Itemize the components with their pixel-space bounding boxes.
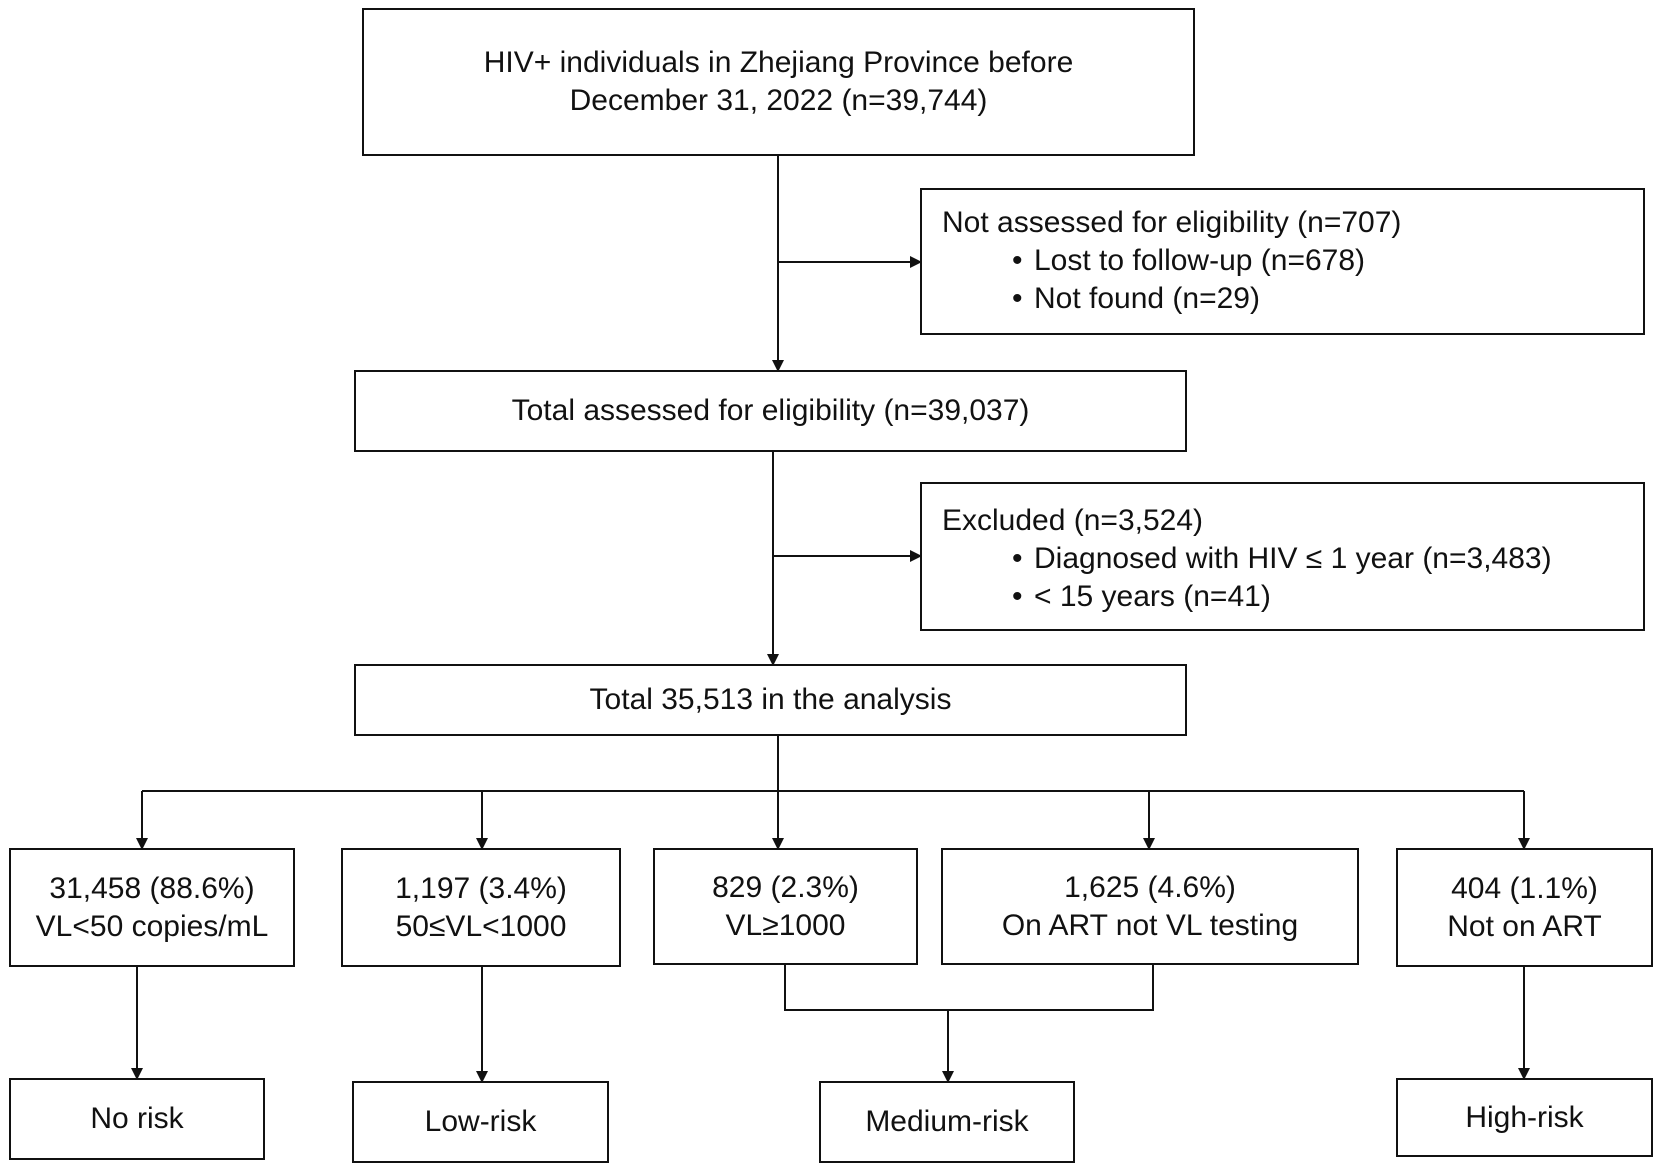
not-assessed-box: Not assessed for eligibility (n=707) • Lo… — [920, 188, 1645, 335]
analysis-text: Total 35,513 in the analysis — [589, 683, 952, 716]
medium-merge — [784, 965, 1154, 1011]
bullet-icon: • — [1012, 282, 1023, 315]
outcome-high-risk: High-risk — [1396, 1078, 1653, 1157]
population-box: HIV+ individuals in Zhejiang Province be… — [362, 8, 1195, 156]
outcome-label: High-risk — [1465, 1100, 1584, 1134]
group-label: On ART not VL testing — [1001, 908, 1299, 942]
not-assessed-list: • Lost to follow-up (n=678) • Not found (n… — [942, 242, 1623, 318]
outcome-low-risk: Low-risk — [352, 1081, 609, 1163]
group-box-vl-over-1000: 829 (2.3%) VL≥1000 — [653, 848, 918, 965]
group-box-vl-50-1000: 1,197 (3.4%) 50≤VL<1000 — [341, 848, 621, 967]
group-label: VL≥1000 — [725, 908, 846, 942]
analysis-box: Total 35,513 in the analysis — [354, 664, 1187, 736]
population-line2: December 31, 2022 (n=39,744) — [569, 84, 988, 117]
outcome-label: Low-risk — [424, 1105, 537, 1138]
bullet-icon: • — [1012, 580, 1023, 613]
group-label: Not on ART — [1447, 909, 1602, 943]
outcome-no-risk: No risk — [9, 1078, 265, 1160]
excluded-box: Excluded (n=3,524) • Diagnosed with HIV ≤… — [920, 482, 1645, 631]
group-box-vl-under-50: 31,458 (88.6%) VL<50 copies/mL — [9, 848, 295, 967]
assessed-text: Total assessed for eligibility (n=39,037… — [511, 394, 1030, 427]
group-count: 1,625 (4.6%) — [1064, 870, 1236, 904]
group-count: 829 (2.3%) — [712, 870, 859, 904]
group-box-no-vl-testing: 1,625 (4.6%) On ART not VL testing — [941, 848, 1359, 965]
group-count: 31,458 (88.6%) — [49, 871, 255, 905]
group-count: 404 (1.1%) — [1451, 871, 1598, 905]
group-label: 50≤VL<1000 — [395, 909, 567, 943]
list-item: • < 15 years (n=41) — [1012, 578, 1623, 616]
population-line1: HIV+ individuals in Zhejiang Province be… — [483, 46, 1074, 79]
group-box-not-on-art: 404 (1.1%) Not on ART — [1396, 848, 1653, 967]
list-item: • Lost to follow-up (n=678) — [1012, 242, 1623, 280]
list-item: • Not found (n=29) — [1012, 280, 1623, 318]
outcome-medium-risk: Medium-risk — [819, 1081, 1075, 1163]
excluded-title: Excluded (n=3,524) — [942, 504, 1204, 537]
assessed-box: Total assessed for eligibility (n=39,037… — [354, 370, 1187, 452]
bullet-icon: • — [1012, 542, 1023, 575]
excluded-list: • Diagnosed with HIV ≤ 1 year (n=3,483) •… — [942, 540, 1623, 616]
group-label: VL<50 copies/mL — [35, 909, 269, 943]
outcome-label: Medium-risk — [865, 1105, 1029, 1138]
list-item: • Diagnosed with HIV ≤ 1 year (n=3,483) — [1012, 540, 1623, 578]
not-assessed-title: Not assessed for eligibility (n=707) — [942, 206, 1402, 239]
bullet-icon: • — [1012, 244, 1023, 277]
group-count: 1,197 (3.4%) — [395, 871, 567, 905]
outcome-label: No risk — [90, 1102, 184, 1135]
